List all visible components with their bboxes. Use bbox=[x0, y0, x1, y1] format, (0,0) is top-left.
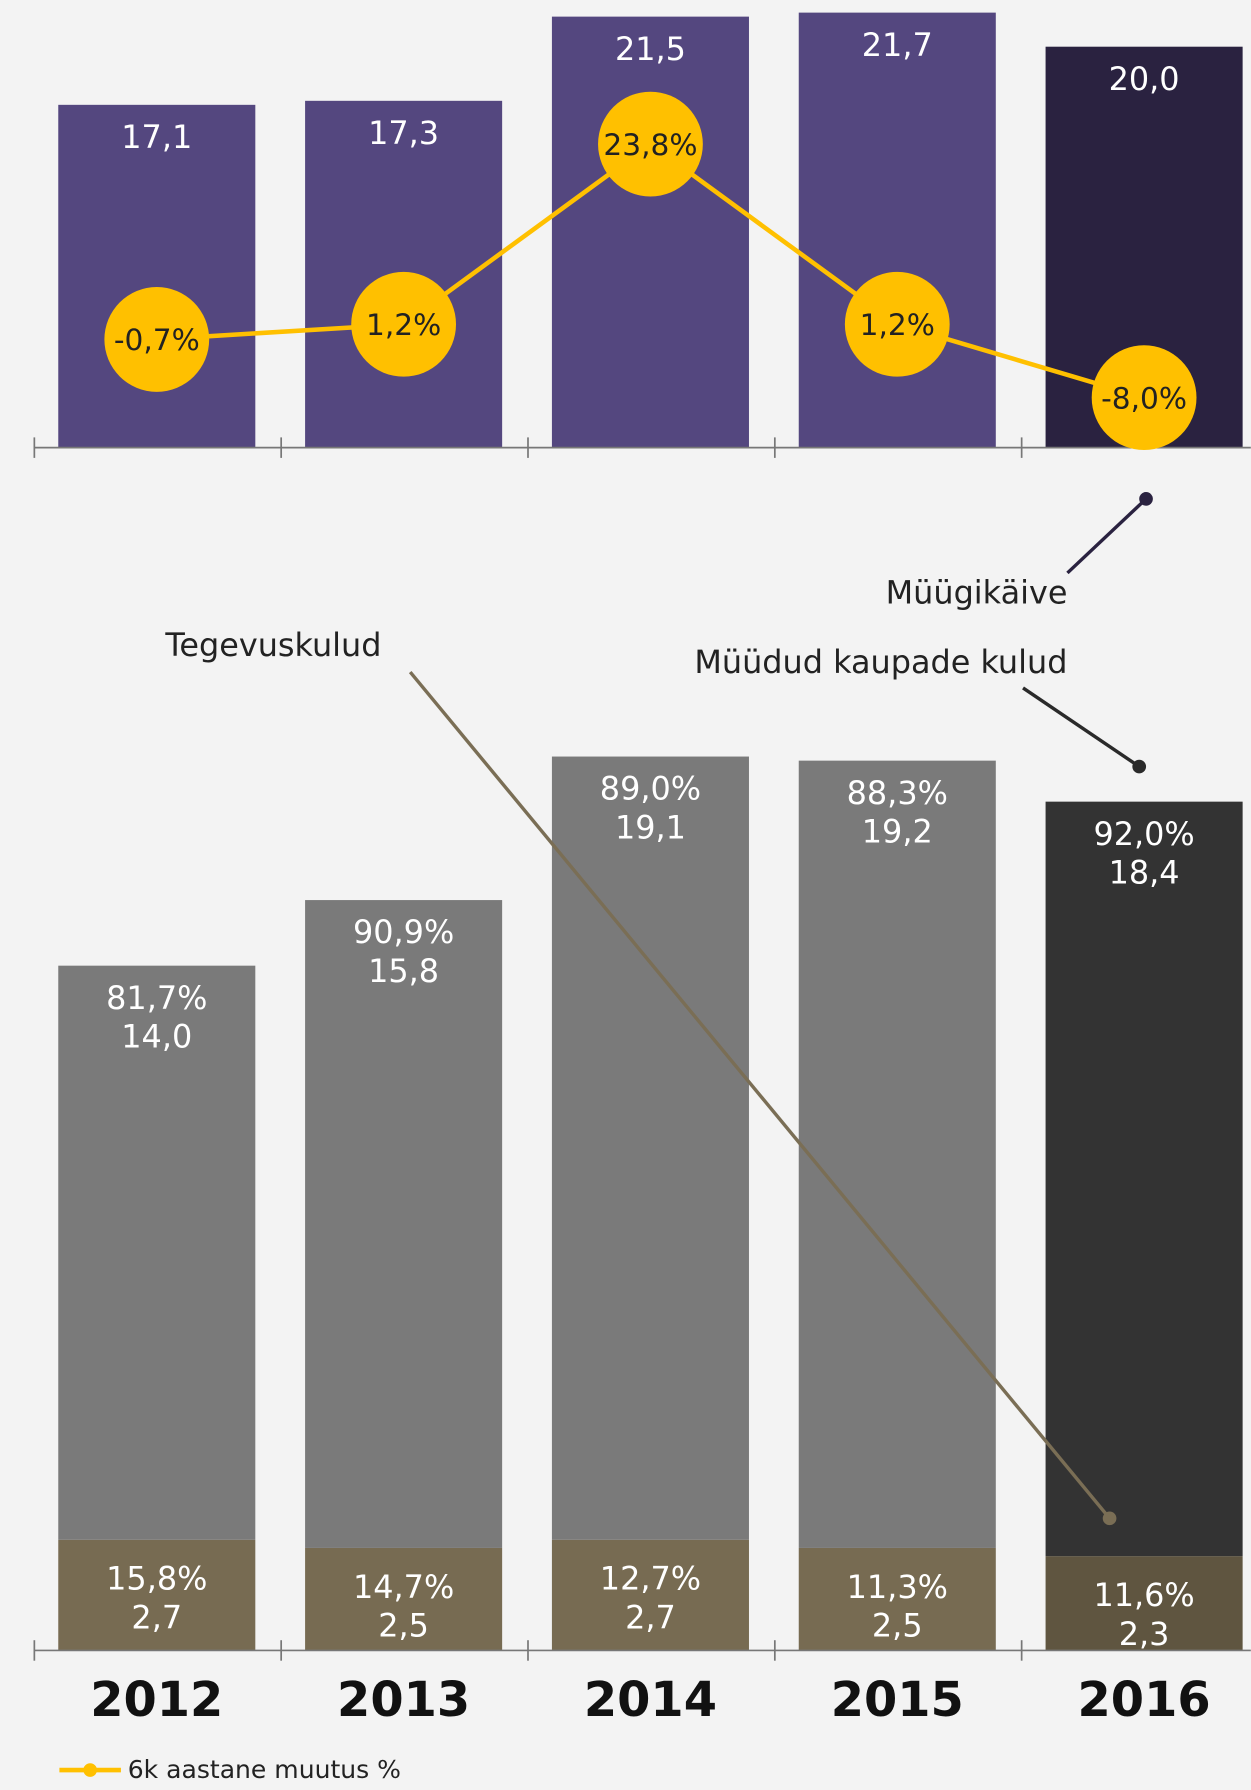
x-tick-label: 2013 bbox=[337, 1673, 470, 1728]
leader-dot bbox=[1102, 1511, 1117, 1526]
legend-label: 6k aastane muutus % bbox=[128, 1755, 401, 1784]
leader-line bbox=[408, 670, 1111, 1520]
bar-segment bbox=[551, 756, 749, 1540]
bar-label: 19,1 bbox=[615, 808, 686, 846]
point-label: 23,8% bbox=[603, 128, 697, 162]
leader-dot bbox=[1139, 492, 1153, 506]
bar-label: 14,0 bbox=[121, 1018, 192, 1056]
bar-label: 2,7 bbox=[131, 1598, 182, 1636]
share-label: 15,8% bbox=[106, 1560, 207, 1598]
point-label: -8,0% bbox=[1101, 381, 1187, 415]
bar-segment bbox=[58, 1539, 256, 1651]
point-label: -0,7% bbox=[114, 323, 200, 357]
share-label: 11,6% bbox=[1093, 1576, 1194, 1614]
bar-label: 17,3 bbox=[368, 114, 439, 152]
bar-label: 18,4 bbox=[1109, 854, 1180, 892]
share-label: 90,9% bbox=[353, 913, 454, 951]
x-tick-label: 2014 bbox=[584, 1673, 717, 1728]
annotation: Müügikäive bbox=[886, 574, 1068, 612]
bar-segment bbox=[798, 760, 996, 1548]
line-point bbox=[844, 271, 950, 377]
bar-label: 2,5 bbox=[378, 1607, 429, 1645]
leader-dot bbox=[1132, 759, 1147, 774]
bar-label: 21,5 bbox=[615, 30, 686, 68]
share-label: 92,0% bbox=[1093, 815, 1194, 853]
bar-label: 19,2 bbox=[862, 813, 933, 851]
line-point bbox=[104, 287, 210, 392]
bar-label: 17,1 bbox=[121, 118, 192, 156]
bar-segment bbox=[58, 965, 256, 1540]
x-tick-label: 2015 bbox=[831, 1673, 964, 1728]
bar-label: 20,0 bbox=[1109, 60, 1180, 98]
bar-segment bbox=[551, 1539, 749, 1651]
share-label: 14,7% bbox=[353, 1568, 454, 1606]
point-label: 1,2% bbox=[860, 308, 935, 342]
annotation: Müüdud kaupade kulud bbox=[694, 643, 1067, 681]
x-tick-label: 2012 bbox=[90, 1673, 223, 1728]
bar-label: 21,7 bbox=[862, 26, 933, 64]
bar-segment bbox=[1045, 1556, 1243, 1651]
bar-segment bbox=[798, 1547, 996, 1651]
annotation: Tegevuskulud bbox=[164, 626, 381, 664]
share-label: 81,7% bbox=[106, 979, 207, 1017]
point-label: 1,2% bbox=[366, 308, 441, 342]
leader-line bbox=[1022, 686, 1141, 768]
legend-dot bbox=[83, 1763, 97, 1777]
bar-segment bbox=[305, 1547, 503, 1651]
bar-label: 15,8 bbox=[368, 952, 439, 990]
line-point bbox=[1091, 345, 1197, 451]
bar-label: 2,5 bbox=[872, 1607, 923, 1645]
bar-segment bbox=[305, 900, 503, 1548]
share-label: 88,3% bbox=[847, 774, 948, 812]
bar-label: 2,7 bbox=[625, 1598, 676, 1636]
share-label: 89,0% bbox=[600, 770, 701, 808]
x-tick-label: 2016 bbox=[1078, 1673, 1211, 1728]
share-label: 11,3% bbox=[847, 1568, 948, 1606]
bar bbox=[551, 16, 749, 448]
bar-label: 2,3 bbox=[1119, 1615, 1170, 1653]
line-point bbox=[351, 271, 457, 377]
bar bbox=[798, 12, 996, 448]
line-point bbox=[598, 91, 703, 197]
share-label: 12,7% bbox=[600, 1560, 701, 1598]
bar-segment bbox=[1045, 801, 1243, 1557]
bar bbox=[58, 104, 256, 448]
leader-line bbox=[1066, 497, 1148, 575]
